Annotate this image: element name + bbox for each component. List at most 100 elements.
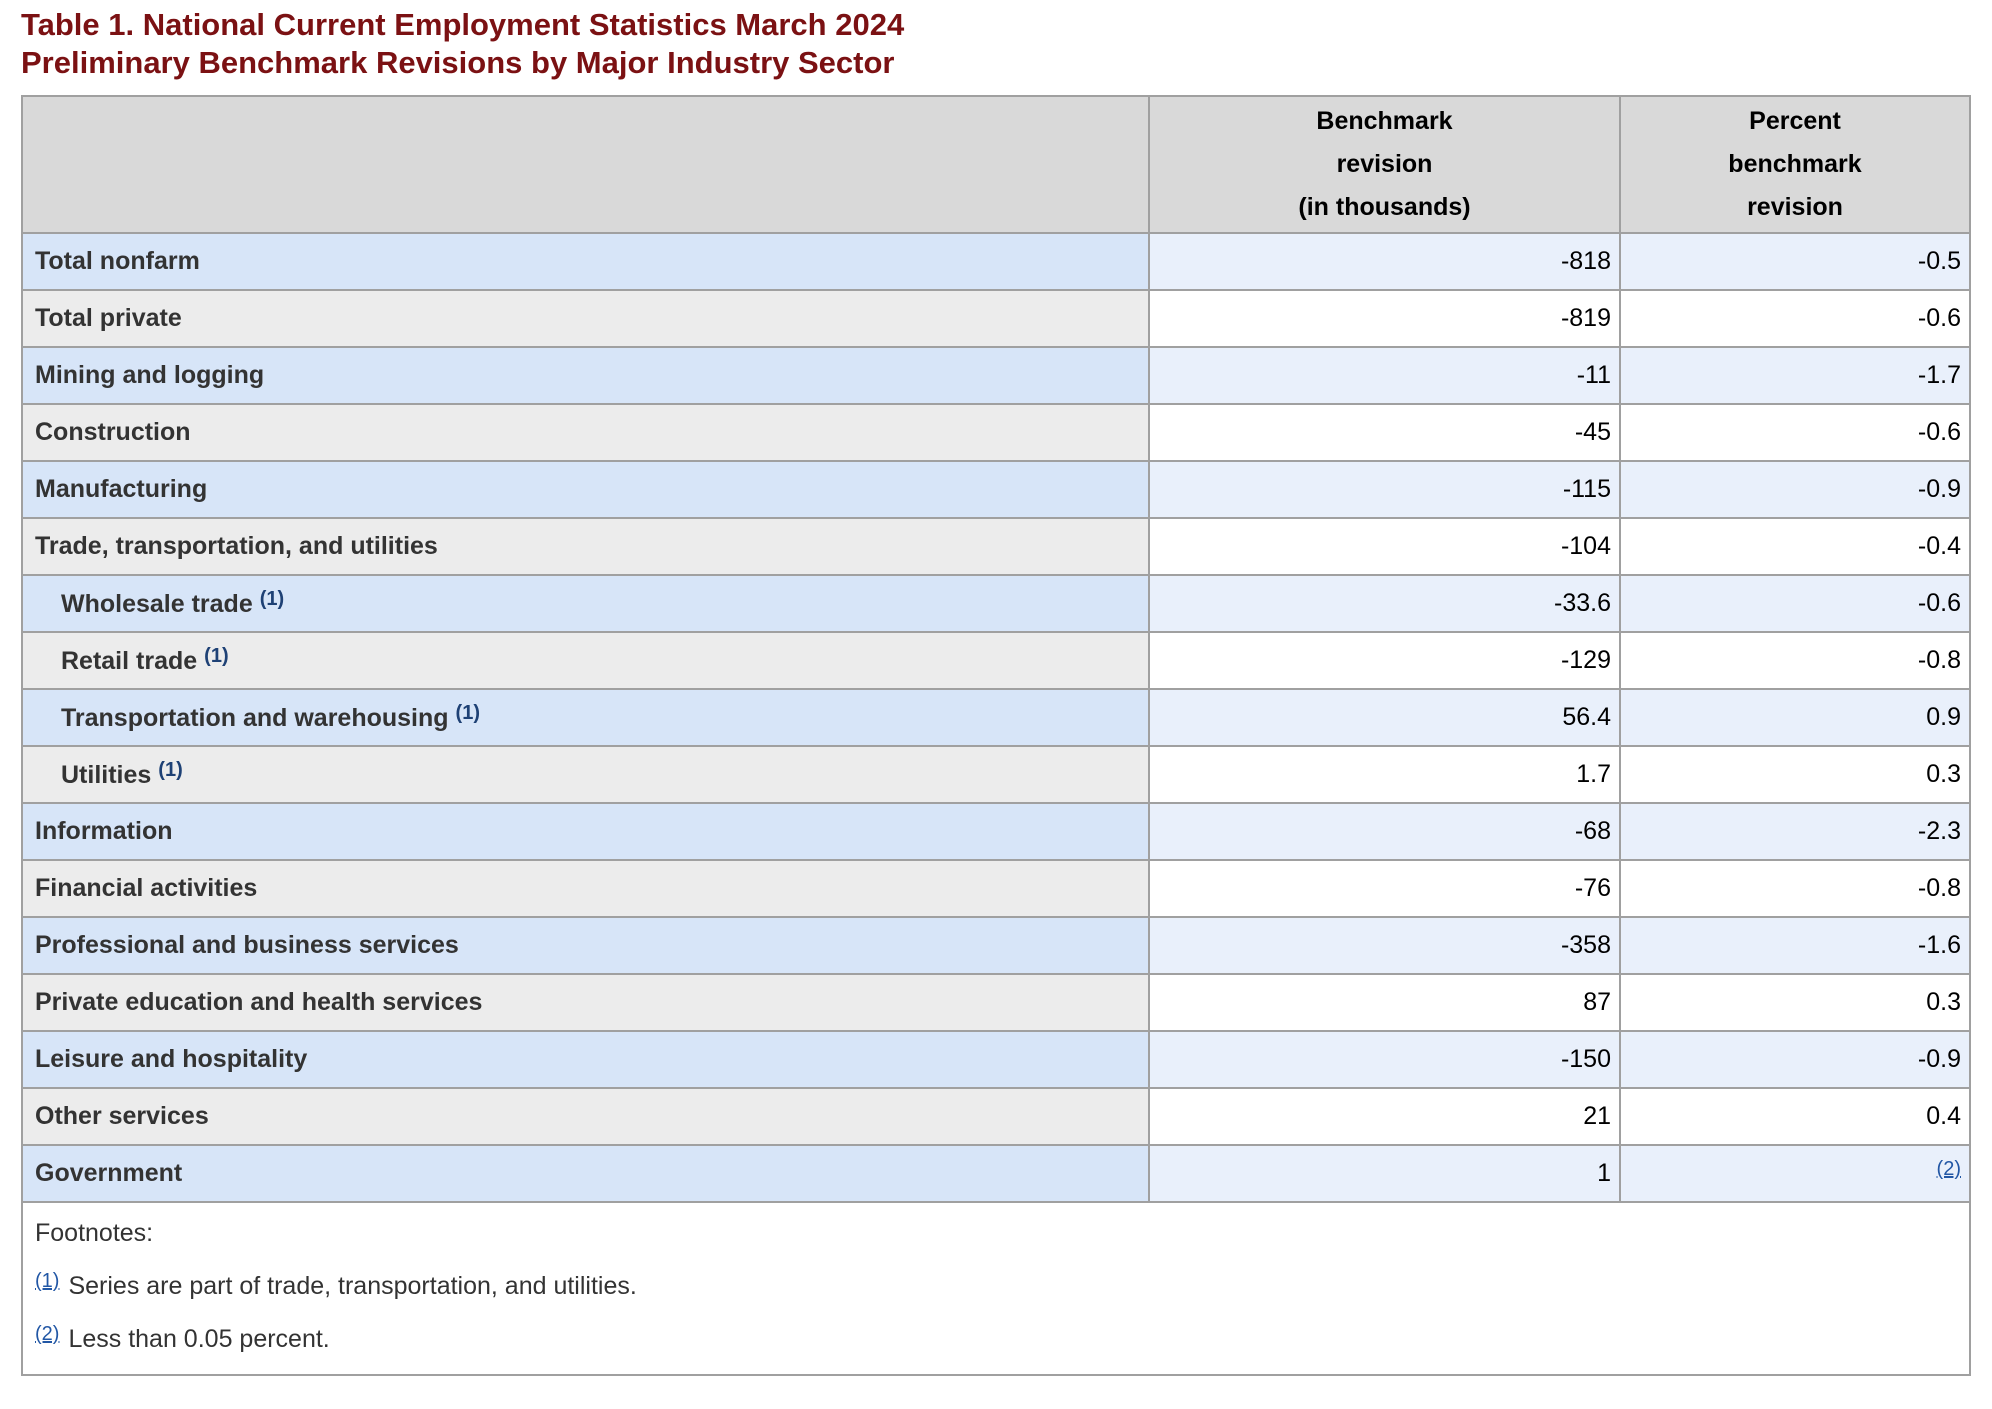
table-row-other-services: Other services 21 0.4 (21, 1087, 1971, 1146)
row-label: Professional and business services (21, 916, 1150, 975)
benchmark-revision-value: 1 (1148, 1144, 1621, 1203)
footnotes-row: Footnotes: (1) Series are part of trade, … (21, 1201, 1971, 1376)
footnotes-heading: Footnotes: (35, 1219, 154, 1247)
benchmark-revision-value: -129 (1148, 631, 1621, 690)
table-header: Benchmark revision (in thousands) Percen… (21, 95, 1971, 234)
benchmark-revisions-table: Benchmark revision (in thousands) Percen… (21, 95, 1971, 1376)
row-label: Government (21, 1144, 1150, 1203)
table-row-private-education-health-services: Private education and health services 87… (21, 973, 1971, 1032)
benchmark-revision-value: -45 (1148, 403, 1621, 462)
header-benchmark-line-3: (in thousands) (1298, 193, 1471, 221)
footnote-1-link[interactable]: (1) (204, 645, 229, 667)
footnote-item-1: (1) Series are part of trade, transportat… (35, 1270, 1957, 1301)
benchmark-revision-value: -68 (1148, 802, 1621, 861)
percent-revision-value: -0.5 (1619, 232, 1971, 291)
row-label: Retail trade (1) (21, 631, 1150, 690)
footnote-item-2: (2) Less than 0.05 percent. (35, 1323, 1957, 1354)
benchmark-revision-value: -818 (1148, 232, 1621, 291)
row-label: Transportation and warehousing (1) (21, 688, 1150, 747)
benchmark-revision-value: -104 (1148, 517, 1621, 576)
percent-revision-value: -2.3 (1619, 802, 1971, 861)
header-benchmark-line-1: Benchmark (1316, 107, 1453, 135)
benchmark-revision-value: 1.7 (1148, 745, 1621, 804)
row-label: Utilities (1) (21, 745, 1150, 804)
percent-revision-value: -0.6 (1619, 289, 1971, 348)
row-label: Wholesale trade (1) (21, 574, 1150, 633)
row-label: Information (21, 802, 1150, 861)
row-label: Financial activities (21, 859, 1150, 918)
benchmark-revision-value: 87 (1148, 973, 1621, 1032)
footnote-1-text: Series are part of trade, transportation… (68, 1272, 637, 1300)
table-row-wholesale-trade: Wholesale trade (1) -33.6 -0.6 (21, 574, 1971, 633)
benchmark-revision-value: -11 (1148, 346, 1621, 405)
percent-revision-value: (2) (1619, 1144, 1971, 1203)
footnotes-cell: Footnotes: (1) Series are part of trade, … (21, 1201, 1971, 1376)
table-row-trade-transportation-utilities: Trade, transportation, and utilities -10… (21, 517, 1971, 576)
table-body: Total nonfarm -818 -0.5 Total private -8… (21, 232, 1971, 1203)
benchmark-revision-value: -33.6 (1148, 574, 1621, 633)
footnote-2-link[interactable]: (2) (1936, 1158, 1961, 1180)
benchmark-revision-value: 56.4 (1148, 688, 1621, 747)
header-benchmark-line-2: revision (1336, 150, 1433, 178)
table-row-transportation-warehousing: Transportation and warehousing (1) 56.4 0… (21, 688, 1971, 747)
table-row-total-private: Total private -819 -0.6 (21, 289, 1971, 348)
row-label: Manufacturing (21, 460, 1150, 519)
row-label: Total nonfarm (21, 232, 1150, 291)
percent-revision-value: 0.3 (1619, 973, 1971, 1032)
table-row-manufacturing: Manufacturing -115 -0.9 (21, 460, 1971, 519)
row-label-text: Retail trade (61, 647, 198, 675)
footnote-1-link[interactable]: (1) (455, 702, 480, 724)
footnote-1-link[interactable]: (1) (158, 759, 183, 781)
row-label: Total private (21, 289, 1150, 348)
header-percent-line-1: Percent (1749, 107, 1841, 135)
header-industry-column (21, 95, 1150, 234)
table-row-retail-trade: Retail trade (1) -129 -0.8 (21, 631, 1971, 690)
percent-revision-value: 0.3 (1619, 745, 1971, 804)
benchmark-revision-value: -76 (1148, 859, 1621, 918)
benchmark-revision-value: -115 (1148, 460, 1621, 519)
benchmark-revision-value: -150 (1148, 1030, 1621, 1089)
table-row-financial-activities: Financial activities -76 -0.8 (21, 859, 1971, 918)
table-row-government: Government 1 (2) (21, 1144, 1971, 1203)
percent-revision-value: -0.8 (1619, 859, 1971, 918)
header-percent-line-2: benchmark (1728, 150, 1862, 178)
percent-revision-value: -0.6 (1619, 403, 1971, 462)
header-row: Benchmark revision (in thousands) Percen… (21, 95, 1971, 234)
page-title-line-2: Preliminary Benchmark Revisions by Major… (21, 45, 895, 80)
row-label-text: Utilities (61, 761, 152, 789)
row-label: Leisure and hospitality (21, 1030, 1150, 1089)
row-label-text: Transportation and warehousing (61, 704, 449, 732)
percent-revision-value: -0.8 (1619, 631, 1971, 690)
header-percent-line-3: revision (1747, 193, 1843, 221)
table-row-professional-business-services: Professional and business services -358 … (21, 916, 1971, 975)
header-percent-revision-column: Percent benchmark revision (1619, 95, 1971, 234)
table-footer: Footnotes: (1) Series are part of trade, … (21, 1201, 1971, 1376)
row-label: Trade, transportation, and utilities (21, 517, 1150, 576)
percent-revision-value: 0.9 (1619, 688, 1971, 747)
percent-revision-value: -0.9 (1619, 1030, 1971, 1089)
table-row-mining-and-logging: Mining and logging -11 -1.7 (21, 346, 1971, 405)
row-label: Other services (21, 1087, 1150, 1146)
footnote-1-anchor[interactable]: (1) (35, 1270, 60, 1292)
footnote-2-text: Less than 0.05 percent. (68, 1325, 330, 1353)
page-title-line-1: Table 1. National Current Employment Sta… (21, 7, 905, 42)
percent-revision-value: -1.7 (1619, 346, 1971, 405)
table-row-construction: Construction -45 -0.6 (21, 403, 1971, 462)
header-benchmark-revision-column: Benchmark revision (in thousands) (1148, 95, 1621, 234)
table-row-leisure-and-hospitality: Leisure and hospitality -150 -0.9 (21, 1030, 1971, 1089)
table-row-utilities: Utilities (1) 1.7 0.3 (21, 745, 1971, 804)
footnote-2-anchor[interactable]: (2) (35, 1323, 60, 1345)
table-row-information: Information -68 -2.3 (21, 802, 1971, 861)
benchmark-revision-value: -819 (1148, 289, 1621, 348)
percent-revision-value: -1.6 (1619, 916, 1971, 975)
row-label: Construction (21, 403, 1150, 462)
page-title: Table 1. National Current Employment Sta… (21, 6, 1992, 82)
row-label: Private education and health services (21, 973, 1150, 1032)
row-label-text: Wholesale trade (61, 590, 253, 618)
benchmark-revision-value: 21 (1148, 1087, 1621, 1146)
footnote-1-link[interactable]: (1) (259, 588, 285, 610)
percent-revision-value: -0.6 (1619, 574, 1971, 633)
percent-revision-value: 0.4 (1619, 1087, 1971, 1146)
percent-revision-value: -0.9 (1619, 460, 1971, 519)
